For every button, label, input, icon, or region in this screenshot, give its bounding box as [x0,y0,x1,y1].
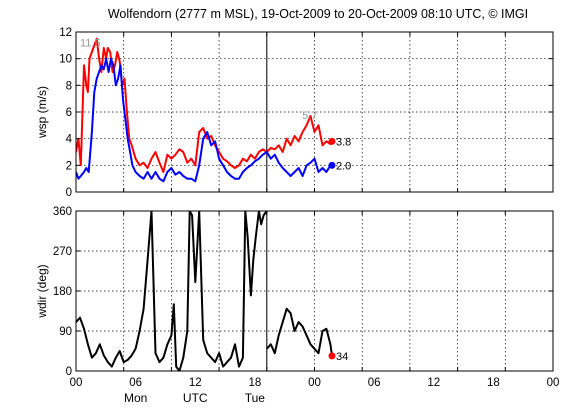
wsp-ytick-label: 12 [59,27,72,39]
wind-speed-panel: 3.8 2.0 11.5 5.7 0 2 4 6 8 10 12 wsp (m/s) [35,27,554,199]
wdir-series-0 [76,211,268,371]
xtick-label: 06 [129,377,142,389]
chart-title: Wolfendorn (2777 m MSL), 19-Oct-2009 to … [108,7,528,21]
wsp-ytick-label: 2 [66,160,72,172]
wdir-ytick-label: 0 [66,366,72,378]
wsp-ytick-label: 6 [66,107,72,119]
day-label: Mon [124,391,147,405]
xtick-label: 06 [368,377,381,389]
wsp-last-label: 2.0 [336,160,351,172]
wdir-ytick-label: 360 [53,206,72,218]
wdir-series-1 [266,307,333,357]
wsp-ytick-label: 4 [66,134,73,146]
wdir-last-marker [328,352,336,360]
wsp-ytick-label: 0 [66,187,72,199]
xtick-label: 18 [487,377,500,389]
xtick-label: 18 [248,377,261,389]
wsp-max-label: 11.5 [80,38,101,50]
wsp-last-label: 3.8 [336,136,351,148]
wsp-last-marker [328,137,336,145]
wdir-ylabel: wdir (deg) [35,264,49,318]
xtick-label: 12 [427,377,440,389]
wdir-ytick-label: 90 [59,326,72,338]
xtick-label: 00 [308,377,321,389]
wsp-max-label-2: 5.7 [302,110,317,122]
day-label: UTC [183,391,208,405]
wdir-ytick-label: 270 [53,246,72,258]
wsp-ytick-label: 10 [59,54,72,66]
wdir-ytick-label: 180 [53,286,72,298]
wsp-series-1 [76,57,332,183]
wsp-last-marker [328,161,336,169]
xtick-label: 00 [70,377,83,389]
wind-direction-panel: 34 0 90 180 270 360 wdir (deg) 00 06 12 18 00 06 12 18… [35,206,559,405]
wdir-last-label: 34 [336,351,348,363]
day-label: Tue [245,391,266,405]
wsp-ytick-label: 8 [66,80,72,92]
wsp-ylabel: wsp (m/s) [35,86,49,139]
xtick-label: 12 [189,377,202,389]
xtick-label: 00 [547,377,560,389]
wsp-series-0 [76,37,333,173]
